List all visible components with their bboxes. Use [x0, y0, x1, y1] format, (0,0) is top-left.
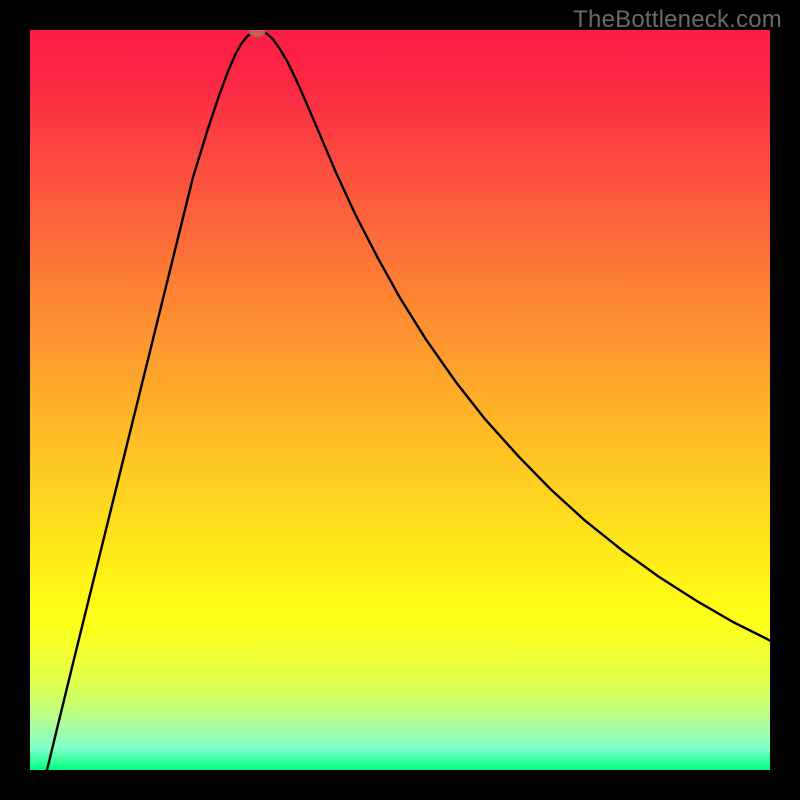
watermark-text: TheBottleneck.com — [573, 6, 782, 34]
vertex-marker — [249, 30, 265, 37]
plot-svg — [30, 30, 770, 770]
plot-area — [30, 30, 770, 770]
figure-root: TheBottleneck.com — [0, 0, 800, 800]
bottleneck-curve — [47, 31, 770, 770]
gradient-background — [30, 30, 770, 770]
